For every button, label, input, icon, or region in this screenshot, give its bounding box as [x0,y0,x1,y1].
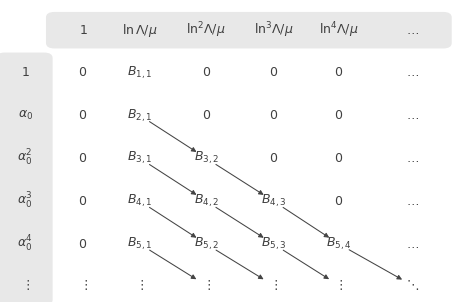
Text: $0$: $0$ [269,109,278,122]
Text: $0$: $0$ [78,66,88,79]
Text: $B_{5,3}$: $B_{5,3}$ [261,236,286,252]
Text: $1$: $1$ [79,24,87,37]
Text: $B_{5,2}$: $B_{5,2}$ [193,236,219,252]
Text: $0$: $0$ [78,194,88,208]
FancyBboxPatch shape [46,12,452,48]
Text: $B_{4,3}$: $B_{4,3}$ [261,193,286,209]
Text: $0$: $0$ [269,152,278,165]
Text: $B_{5,1}$: $B_{5,1}$ [127,236,153,252]
Text: $\vdots$: $\vdots$ [21,278,29,292]
Text: $B_{5,4}$: $B_{5,4}$ [326,236,352,252]
Text: $\ldots$: $\ldots$ [406,237,419,251]
Text: $\ldots$: $\ldots$ [406,194,419,208]
Text: $\vdots$: $\vdots$ [136,278,144,292]
Text: $\ln^3\!\Lambda/\mu$: $\ln^3\!\Lambda/\mu$ [254,21,293,40]
Text: $B_{1,1}$: $B_{1,1}$ [127,64,153,81]
Text: $\ln^4\!\Lambda/\mu$: $\ln^4\!\Lambda/\mu$ [319,21,359,40]
Text: $\ldots$: $\ldots$ [406,109,419,122]
Text: $0$: $0$ [269,66,278,79]
Text: $B_{3,2}$: $B_{3,2}$ [193,150,219,166]
Text: $0$: $0$ [201,66,211,79]
Text: $\ldots$: $\ldots$ [406,152,419,165]
Text: $0$: $0$ [334,66,344,79]
Text: $\vdots$: $\vdots$ [79,278,87,292]
Text: $\vdots$: $\vdots$ [335,278,343,292]
Text: $\vdots$: $\vdots$ [202,278,210,292]
Text: $0$: $0$ [334,109,344,122]
FancyBboxPatch shape [0,53,53,302]
Text: $0$: $0$ [201,109,211,122]
Text: $B_{4,1}$: $B_{4,1}$ [127,193,153,209]
Text: $0$: $0$ [334,152,344,165]
Text: $\ddots$: $\ddots$ [406,278,419,292]
Text: $0$: $0$ [78,237,88,251]
Text: $1$: $1$ [21,66,29,79]
Text: $B_{4,2}$: $B_{4,2}$ [193,193,219,209]
Text: $\ln\Lambda/\mu$: $\ln\Lambda/\mu$ [122,22,158,39]
Text: $B_{3,1}$: $B_{3,1}$ [127,150,153,166]
Text: $\alpha_0$: $\alpha_0$ [18,109,33,122]
Text: $\vdots$: $\vdots$ [269,278,278,292]
Text: $\ldots$: $\ldots$ [406,66,419,79]
Text: $B_{2,1}$: $B_{2,1}$ [127,107,153,124]
Text: $0$: $0$ [334,194,344,208]
Text: $\ln^2\!\Lambda/\mu$: $\ln^2\!\Lambda/\mu$ [186,21,226,40]
Text: $\alpha_0^2$: $\alpha_0^2$ [18,148,33,168]
Text: $\alpha_0^4$: $\alpha_0^4$ [17,234,33,254]
Text: $\alpha_0^3$: $\alpha_0^3$ [17,191,33,211]
Text: $0$: $0$ [78,152,88,165]
Text: $\ldots$: $\ldots$ [406,24,419,37]
Text: $0$: $0$ [78,109,88,122]
